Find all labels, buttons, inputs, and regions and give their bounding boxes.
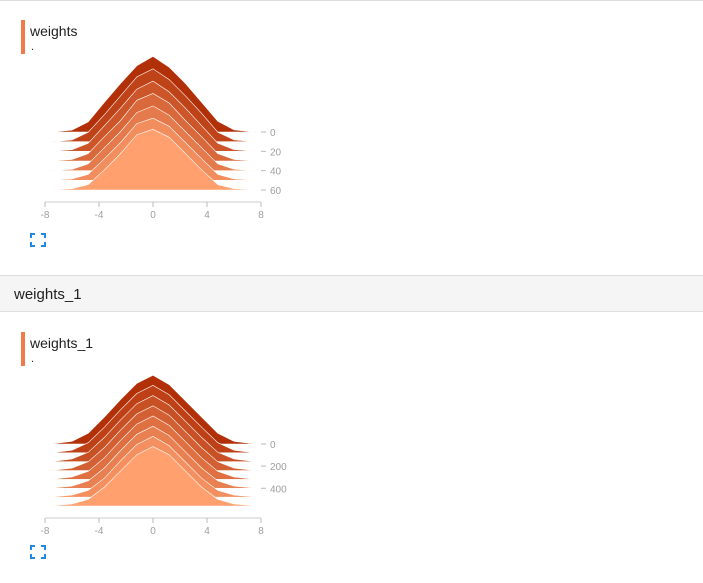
y-tick-label: 60 [270, 186, 282, 197]
histogram-chart-weights: -8 -4 0 4 8 0 20 40 60 [41, 56, 282, 221]
card-subtitle: . [31, 353, 35, 365]
card-title: weights_1 [30, 335, 94, 351]
histogram-series-6 [44, 128, 262, 191]
section-title: weights_1 [14, 286, 82, 303]
expand-icon[interactable] [30, 233, 46, 247]
x-tick-label: 4 [204, 526, 210, 537]
x-tick-label: 4 [204, 210, 210, 221]
x-tick-label: -4 [95, 526, 104, 537]
y-tick-label: 400 [270, 484, 287, 495]
y-tick-label: 0 [270, 128, 276, 139]
histogram-series-7 [44, 446, 262, 507]
y-tick-label: 40 [270, 167, 282, 178]
histogram-chart-weights-1: -8 -4 0 4 8 0 200 400 [41, 374, 287, 537]
histogram-card-weights-1: weights_1 . -8 -4 0 4 8 0 200 400 [0, 311, 703, 583]
y-tick-label: 0 [270, 440, 276, 451]
x-tick-label: 8 [258, 526, 264, 537]
x-tick-label: 0 [150, 526, 156, 537]
x-tick-label: 8 [258, 210, 264, 221]
card-accent-bar [21, 20, 25, 54]
x-tick-label: -8 [41, 210, 50, 221]
section-header[interactable]: weights_1 [0, 277, 703, 311]
x-tick-label: -4 [95, 210, 104, 221]
y-tick-label: 20 [270, 147, 282, 158]
expand-icon[interactable] [30, 545, 46, 559]
x-tick-label: 0 [150, 210, 156, 221]
card-accent-bar [21, 332, 25, 366]
card-subtitle: . [31, 41, 35, 53]
card-title: weights [30, 23, 78, 39]
y-tick-label: 200 [270, 462, 287, 473]
x-tick-label: -8 [41, 526, 50, 537]
histogram-card-weights: weights . -8 -4 0 4 8 0 20 40 60 [0, 0, 703, 276]
